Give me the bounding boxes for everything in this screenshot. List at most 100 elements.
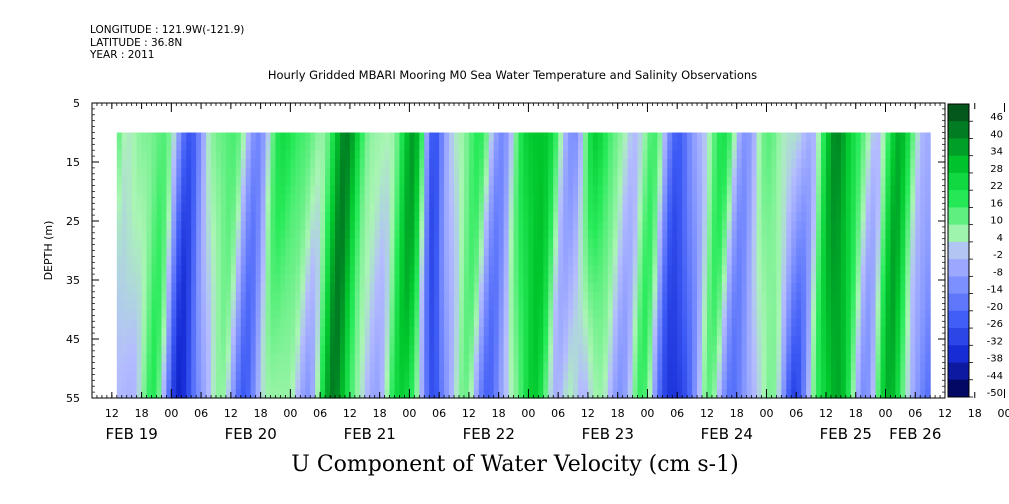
heatmap-cell	[225, 185, 232, 196]
heatmap-cell	[830, 362, 837, 373]
heatmap-cell	[687, 229, 693, 240]
heatmap-cell	[875, 380, 882, 390]
heatmap-cell	[587, 327, 594, 337]
heatmap-cell	[488, 327, 495, 337]
heatmap-cell	[860, 256, 867, 266]
heatmap-cell	[181, 150, 187, 160]
heatmap-cell	[647, 132, 653, 142]
heatmap-cell	[116, 300, 123, 311]
heatmap-cell	[151, 291, 158, 302]
heatmap-cell	[910, 327, 916, 337]
heatmap-cell	[563, 203, 569, 213]
heatmap-cell	[330, 353, 336, 364]
heatmap-cell	[206, 159, 212, 169]
heatmap-cell	[865, 176, 872, 187]
heatmap-cell	[230, 167, 237, 178]
heatmap-cell	[513, 159, 520, 169]
heatmap-cell	[211, 221, 217, 231]
heatmap-cell	[627, 362, 634, 373]
heatmap-cell	[751, 159, 758, 169]
heatmap-cell	[791, 221, 797, 231]
heatmap-cell	[399, 229, 406, 240]
heatmap-cell	[905, 274, 911, 284]
heatmap-cell	[627, 309, 634, 319]
heatmap-cell	[136, 318, 143, 328]
heatmap-cell	[865, 362, 872, 373]
heatmap-cell	[573, 141, 579, 151]
heatmap-cell	[166, 229, 172, 240]
heatmap-cell	[156, 229, 163, 240]
heatmap-cell	[275, 336, 282, 346]
heatmap-cell	[801, 300, 807, 311]
heatmap-cell	[488, 203, 495, 213]
heatmap-cell	[657, 212, 663, 222]
heatmap-cell	[642, 176, 649, 187]
heatmap-cell	[394, 371, 401, 381]
heatmap-cell	[573, 380, 579, 390]
heatmap-cell	[310, 185, 316, 196]
heatmap-cell	[602, 256, 609, 266]
heatmap-cell	[786, 300, 792, 311]
heatmap-cell	[602, 221, 609, 231]
heatmap-cell	[265, 291, 272, 302]
heatmap-cell	[568, 238, 574, 249]
heatmap-cell	[578, 265, 584, 275]
heatmap-cell	[325, 132, 331, 142]
heatmap-cell	[776, 362, 782, 373]
heatmap-cell	[468, 371, 475, 381]
heatmap-cell	[424, 336, 430, 346]
heatmap-cell	[493, 389, 500, 399]
heatmap-cell	[776, 300, 782, 311]
heatmap-cell	[870, 309, 877, 319]
heatmap-cell	[275, 256, 282, 266]
heatmap-cell	[463, 265, 470, 275]
heatmap-cell	[230, 238, 237, 249]
heatmap-cell	[835, 176, 842, 187]
heatmap-cell	[225, 167, 232, 178]
heatmap-cell	[230, 327, 237, 337]
heatmap-cell	[235, 159, 242, 169]
heatmap-cell	[206, 274, 212, 284]
heatmap-cell	[344, 380, 351, 390]
heatmap-cell	[746, 141, 753, 151]
heatmap-cell	[687, 194, 693, 204]
heatmap-cell	[295, 362, 301, 373]
heatmap-cell	[553, 141, 559, 151]
heatmap-cell	[830, 265, 837, 275]
heatmap-cell	[161, 362, 167, 373]
heatmap-cell	[151, 167, 158, 178]
heatmap-cell	[920, 300, 926, 311]
heatmap-cell	[860, 291, 867, 302]
heatmap-cell	[602, 159, 609, 169]
heatmap-cell	[444, 167, 450, 178]
heatmap-cell	[493, 327, 500, 337]
heatmap-cell	[444, 247, 450, 257]
heatmap-cell	[766, 150, 773, 160]
heatmap-cell	[528, 247, 534, 257]
heatmap-cell	[285, 185, 291, 196]
heatmap-cell	[761, 380, 768, 390]
heatmap-cell	[503, 238, 510, 249]
heatmap-cell	[662, 141, 668, 151]
heatmap-cell	[736, 194, 743, 204]
heatmap-cell	[191, 247, 197, 257]
heatmap-cell	[295, 194, 301, 204]
heatmap-cell	[563, 229, 569, 240]
heatmap-cell	[344, 229, 351, 240]
heatmap-cell	[667, 159, 673, 169]
heatmap-cell	[860, 185, 867, 196]
heatmap-cell	[860, 221, 867, 231]
heatmap-cell	[637, 221, 644, 231]
heatmap-cell	[746, 300, 753, 311]
heatmap-cell	[697, 265, 703, 275]
heatmap-cell	[697, 194, 703, 204]
heatmap-cell	[339, 274, 346, 284]
heatmap-cell	[741, 194, 748, 204]
heatmap-cell	[716, 309, 723, 319]
heatmap-cell	[548, 132, 554, 142]
heatmap-cell	[627, 318, 634, 328]
heatmap-cell	[771, 344, 777, 355]
heatmap-cell	[637, 336, 644, 346]
heatmap-cell	[290, 344, 296, 355]
heatmap-cell	[811, 229, 817, 240]
